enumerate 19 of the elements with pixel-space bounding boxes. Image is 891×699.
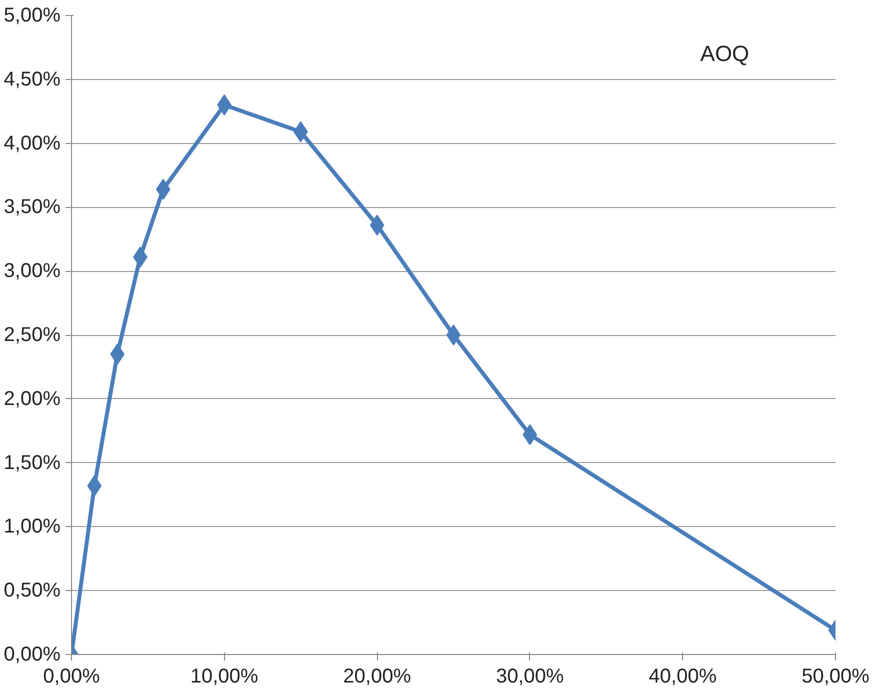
- x-tick-label: 40,00%: [648, 666, 717, 688]
- x-tick-label: 20,00%: [343, 666, 412, 688]
- y-tick-label: 4,00%: [4, 132, 61, 154]
- x-tick-label: 10,00%: [190, 666, 258, 688]
- y-tick-label: 4,50%: [4, 68, 61, 90]
- x-tick-label: 0,00%: [43, 666, 100, 688]
- x-tick-label: 30,00%: [496, 666, 564, 688]
- y-tick-label: 2,50%: [4, 324, 61, 346]
- y-tick-label: 5,00%: [4, 4, 61, 26]
- text: AOQ: [700, 41, 750, 66]
- point: [446, 324, 461, 346]
- y-tick-label: 1,00%: [4, 516, 61, 538]
- y-tick-label: 3,00%: [4, 260, 61, 282]
- y-tick-label: 0,50%: [4, 580, 61, 602]
- y-tick-label: 0,00%: [4, 644, 61, 666]
- y-tick-label: 3,50%: [4, 196, 61, 218]
- y-tick-label: 1,50%: [4, 452, 61, 474]
- x-tick-label: 50,00%: [802, 666, 870, 688]
- y-tick-label: 2,00%: [4, 388, 61, 410]
